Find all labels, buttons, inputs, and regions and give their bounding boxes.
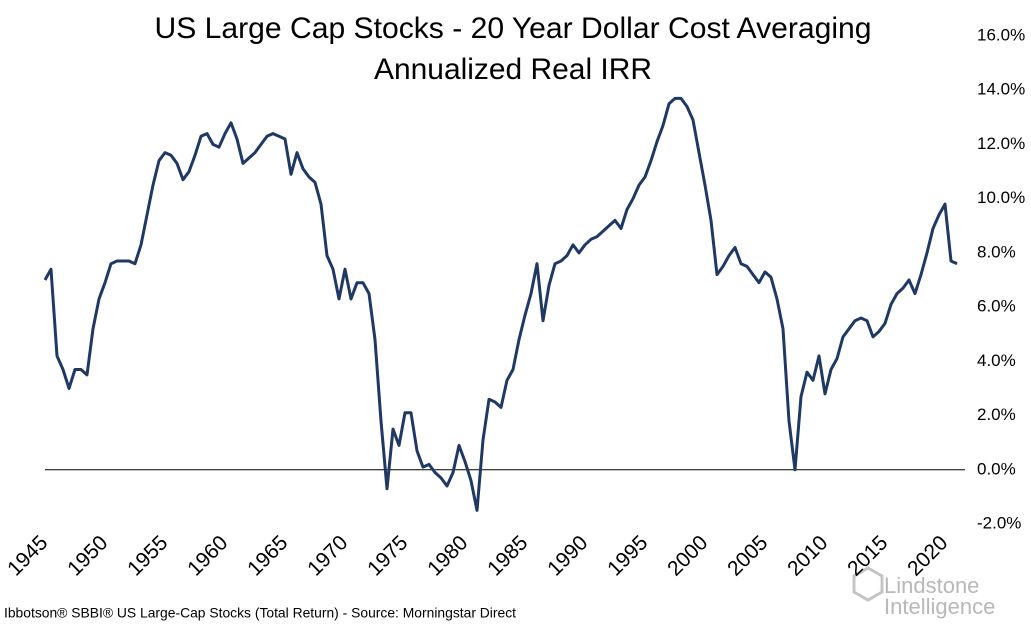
y-tick-label: 0.0%: [977, 459, 1016, 478]
y-tick-label: 8.0%: [977, 242, 1016, 261]
x-tick-label: 1955: [123, 531, 172, 580]
y-tick-label: 4.0%: [977, 351, 1016, 370]
x-tick-label: 1985: [483, 531, 532, 580]
x-tick-label: 1950: [63, 531, 112, 580]
y-tick-label: 14.0%: [977, 80, 1025, 99]
y-tick-label: 16.0%: [977, 25, 1025, 44]
data-line: [43, 96, 958, 512]
y-tick-label: 2.0%: [977, 405, 1016, 424]
x-tick-label: 1945: [3, 531, 52, 580]
y-tick-label: 12.0%: [977, 134, 1025, 153]
y-tick-label: 10.0%: [977, 188, 1025, 207]
logo-icon: [852, 566, 884, 602]
x-tick-label: 1965: [243, 531, 292, 580]
y-tick-label: 6.0%: [977, 297, 1016, 316]
x-tick-label: 1970: [303, 531, 352, 580]
x-tick-label: 1990: [543, 531, 592, 580]
logo-text: Intelligence: [884, 594, 995, 619]
chart-subtitle: Annualized Real IRR: [374, 53, 652, 86]
logo: Lindstone Intelligence: [852, 566, 995, 619]
x-tick-label: 1980: [423, 531, 472, 580]
x-tick-label: 1995: [603, 531, 652, 580]
x-tick-label: 2005: [723, 531, 772, 580]
y-tick-label: -2.0%: [977, 513, 1021, 532]
logo-text: Lindstone: [884, 573, 979, 598]
chart-title: US Large Cap Stocks - 20 Year Dollar Cos…: [155, 12, 872, 45]
x-tick-label: 1960: [183, 531, 232, 580]
x-tick-label: 2010: [783, 531, 832, 580]
x-tick-label: 2000: [663, 531, 712, 580]
source-note: Ibbotson® SBBI® US Large-Cap Stocks (Tot…: [4, 605, 516, 621]
x-tick-label: 1975: [363, 531, 412, 580]
